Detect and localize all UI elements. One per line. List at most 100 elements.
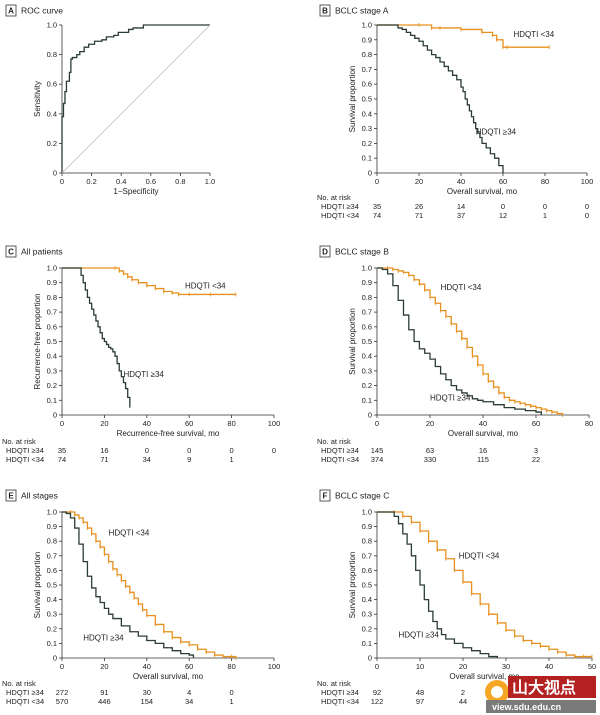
x-tick-label: 100 (581, 177, 594, 186)
y-tick-label: 0.4 (47, 109, 57, 118)
y-tick-label: 0.4 (362, 109, 372, 118)
at-risk-value: 63 (426, 446, 434, 455)
at-risk-value: 35 (58, 446, 66, 455)
y-tick-label: 0.2 (362, 624, 372, 633)
panel-title: BCLC stage B (335, 247, 389, 257)
x-tick-label: 60 (499, 177, 507, 186)
y-tick-label: 0.2 (47, 381, 57, 390)
panel-letter: D (322, 248, 328, 257)
at-risk-row-label: HDQTI <34 (6, 697, 44, 706)
panel-letter-box (5, 4, 17, 17)
watermark: 山大视点 view.sdu.edu.cn (485, 676, 596, 713)
at-risk-value: 145 (371, 446, 384, 455)
at-risk-value: 272 (56, 688, 69, 697)
at-risk-value: 34 (143, 455, 151, 464)
x-axis-label: 1−Specificity (113, 187, 158, 196)
panel-title: BCLC stage A (335, 6, 389, 16)
y-tick-label: 0.3 (362, 366, 372, 375)
series-label-hdqti-lt34: HDQTI <34 (185, 282, 226, 291)
at-risk-value: 71 (415, 211, 423, 220)
at-risk-value: 1 (230, 455, 234, 464)
at-risk-value: 0 (187, 446, 191, 455)
y-tick-label: 0.9 (47, 522, 57, 531)
at-risk-value: 1 (543, 211, 547, 220)
panel-letter-box (319, 4, 331, 17)
at-risk-value: 1 (230, 697, 234, 706)
y-tick-label: 0.9 (362, 35, 372, 44)
panel-f: F BCLC stage C 0 0.1 0.2 0.3 0.4 0.5 0.6 0.7 0.8 0.… (317, 489, 596, 706)
at-risk-row-label: HDQTI ≥34 (6, 446, 44, 455)
at-risk-value: 0 (543, 202, 547, 211)
at-risk-value: 16 (100, 446, 108, 455)
y-tick-label: 0.7 (362, 65, 372, 74)
x-tick-label: 60 (185, 662, 193, 671)
y-tick-label: 0.6 (362, 322, 372, 331)
y-tick-label: 0.2 (362, 139, 372, 148)
x-tick-label: 0 (375, 662, 379, 671)
y-tick-label: 0.1 (362, 639, 372, 648)
panel-title: BCLC stage C (335, 491, 389, 501)
y-tick-label: 0.4 (362, 595, 372, 604)
y-tick-label: 1.0 (47, 508, 57, 517)
y-tick-label: 0.7 (47, 308, 57, 317)
panel-e: E All stages 0 0.1 0.2 0.3 0.4 0.5 0.6 0.7 0.8 0.9 1… (2, 489, 280, 706)
y-tick-label: 0.2 (47, 139, 57, 148)
at-risk-value: 0 (272, 446, 276, 455)
panel-letter-box (5, 489, 17, 502)
at-risk-value: 154 (141, 697, 154, 706)
y-tick-label: 0.6 (47, 322, 57, 331)
series-label-hdqti-ge34: HDQTI ≥34 (399, 631, 440, 640)
panel-letter: C (8, 248, 14, 257)
at-risk-value: 9 (187, 455, 191, 464)
y-axis-label: Sensitivity (33, 81, 42, 117)
x-tick-label: 30 (502, 662, 510, 671)
at-risk-header: No. at risk (317, 437, 351, 446)
series-label-hdqti-lt34: HDQTI <34 (459, 552, 500, 561)
x-tick-label: 40 (545, 662, 553, 671)
y-tick-label: 0.7 (362, 308, 372, 317)
series-line-hdqti-lt34 (377, 511, 592, 658)
panel-title: ROC curve (21, 6, 63, 16)
y-tick-label: 0.3 (47, 610, 57, 619)
at-risk-value: 35 (373, 202, 381, 211)
y-tick-label: 0.6 (47, 80, 57, 89)
at-risk-value: 92 (373, 688, 381, 697)
y-tick-label: 0.6 (47, 566, 57, 575)
at-risk-value: 14 (457, 202, 465, 211)
panel-d: D BCLC stage B 0 0.1 0.2 0.3 0.4 0.5 0.6 0.7 0.8 0.… (317, 245, 593, 464)
at-risk-row-label: HDQTI ≥34 (321, 202, 359, 211)
x-tick-label: 20 (426, 419, 434, 428)
y-tick-label: 0.1 (362, 396, 372, 405)
panel-letter: A (8, 7, 14, 16)
panel-b: B BCLC stage A 0 0.1 0.2 0.3 0.4 0.5 0.6 0.7 0.8 0.… (317, 4, 594, 220)
x-tick-label: 80 (227, 662, 235, 671)
at-risk-value: 4 (187, 688, 191, 697)
at-risk-header: No. at risk (2, 437, 36, 446)
at-risk-value: 16 (479, 446, 487, 455)
at-risk-value: 74 (58, 455, 66, 464)
x-tick-label: 40 (479, 419, 487, 428)
y-tick-label: 0 (368, 654, 372, 663)
x-axis-label: Overall survival, mo (133, 672, 204, 681)
series-label-hdqti-lt34: HDQTI <34 (441, 283, 482, 292)
at-risk-header: No. at risk (317, 679, 351, 688)
at-risk-value: 97 (416, 697, 424, 706)
y-tick-label: 0.8 (47, 293, 57, 302)
y-tick-label: 0 (53, 411, 57, 420)
x-tick-label: 100 (268, 419, 281, 428)
y-tick-label: 0.8 (362, 293, 372, 302)
y-tick-label: 0.1 (47, 396, 57, 405)
series-label-hdqti-ge34: HDQTI ≥34 (83, 633, 124, 642)
x-tick-label: 0 (375, 177, 379, 186)
at-risk-row-label: HDQTI ≥34 (6, 688, 44, 697)
series-label-hdqti-lt34: HDQTI <34 (514, 30, 555, 39)
watermark-logo-icon-inner (491, 686, 503, 698)
series-line-hdqti-lt34 (377, 267, 564, 415)
series-line-hdqti-ge34 (62, 267, 131, 408)
x-tick-label: 0 (60, 662, 64, 671)
at-risk-row-label: HDQTI ≥34 (321, 688, 359, 697)
at-risk-value: 0 (230, 688, 234, 697)
y-tick-label: 0.3 (362, 124, 372, 133)
x-tick-label: 40 (143, 662, 151, 671)
